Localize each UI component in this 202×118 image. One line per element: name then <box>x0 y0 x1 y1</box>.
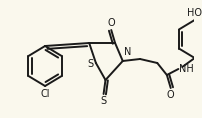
Text: S: S <box>88 59 94 69</box>
Text: O: O <box>107 18 115 28</box>
Text: Cl: Cl <box>40 89 50 99</box>
Text: HO: HO <box>187 8 202 18</box>
Text: S: S <box>101 96 107 106</box>
Text: O: O <box>167 90 175 100</box>
Text: NH: NH <box>179 64 194 74</box>
Text: N: N <box>124 47 131 57</box>
